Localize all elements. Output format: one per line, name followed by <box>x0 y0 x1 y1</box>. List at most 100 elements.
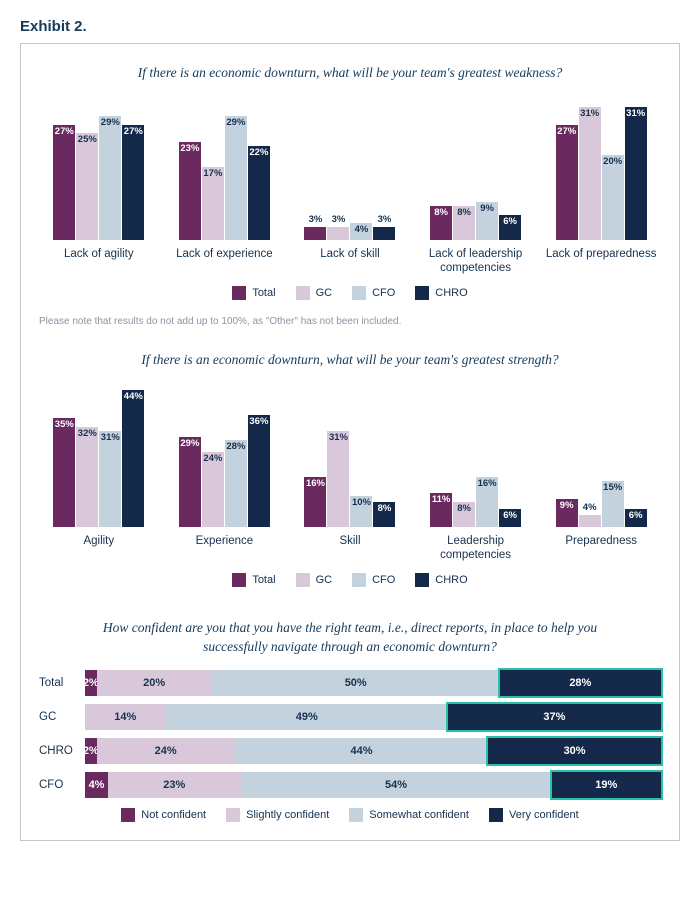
bar: 27% <box>122 125 144 241</box>
category-label: Lack of agility <box>64 248 134 276</box>
legend-label: CHRO <box>435 574 467 586</box>
bar: 6% <box>499 215 521 241</box>
legend-label: Slightly confident <box>246 809 329 821</box>
bar: 16% <box>476 477 498 527</box>
hbar-track: 2%24%44%30% <box>85 738 661 764</box>
bar-value: 10% <box>350 497 372 508</box>
bar-value: 4% <box>350 224 372 235</box>
bar-group: 11%8%16%6%Leadership competencies <box>416 377 536 563</box>
bar-value: 29% <box>99 117 121 128</box>
bar: 31% <box>625 107 647 240</box>
bar-group: 35%32%31%44%Agility <box>39 377 159 563</box>
bar-group: 9%4%15%6%Preparedness <box>541 377 661 563</box>
hbar-segment: 23% <box>108 772 240 798</box>
bar: 4% <box>350 223 372 240</box>
bar-value: 29% <box>225 117 247 128</box>
bar: 31% <box>579 107 601 240</box>
bar: 9% <box>476 202 498 241</box>
hbar-segment: 49% <box>166 704 448 730</box>
hbar-row: GC14%49%37% <box>39 704 661 730</box>
bar: 10% <box>350 496 372 527</box>
legend-swatch <box>121 808 135 822</box>
hbar-segment: 50% <box>212 670 500 696</box>
legend-swatch <box>226 808 240 822</box>
bar-group: 8%8%9%6%Lack of leadership competencies <box>416 90 536 276</box>
category-label: Lack of leadership competencies <box>416 248 536 276</box>
bar-value: 23% <box>179 143 201 154</box>
legend-item: Very confident <box>489 808 579 822</box>
category-label: Experience <box>196 535 254 563</box>
bar-value: 27% <box>556 126 578 137</box>
hbar-row: Total2%20%50%28% <box>39 670 661 696</box>
legend-label: Total <box>252 287 275 299</box>
bar: 6% <box>499 509 521 528</box>
legend-item: Not confident <box>121 808 206 822</box>
bar-value: 16% <box>304 478 326 489</box>
hbar-row: CFO4%23%54%19% <box>39 772 661 798</box>
bar: 35% <box>53 418 75 527</box>
bar-value: 31% <box>327 432 349 443</box>
bar: 29% <box>225 116 247 240</box>
legend-item: Total <box>232 573 275 587</box>
chart2: 35%32%31%44%Agility29%24%28%36%Experienc… <box>39 383 661 563</box>
bar: 3% <box>304 227 326 240</box>
legend-item: GC <box>296 286 333 300</box>
bar: 15% <box>602 481 624 528</box>
bar: 8% <box>453 206 475 240</box>
bar: 27% <box>53 125 75 241</box>
category-label: Preparedness <box>565 535 637 563</box>
bar-value: 44% <box>122 391 144 402</box>
bar-group: 23%17%29%22%Lack of experience <box>165 90 285 276</box>
legend-label: GC <box>316 287 333 299</box>
bar: 17% <box>202 167 224 240</box>
bar-value: 29% <box>179 438 201 449</box>
legend-label: Not confident <box>141 809 206 821</box>
category-label: Lack of skill <box>320 248 379 276</box>
legend-swatch <box>232 573 246 587</box>
exhibit-title: Exhibit 2. <box>20 18 680 35</box>
legend-swatch <box>352 286 366 300</box>
legend-swatch <box>415 573 429 587</box>
legend-label: CFO <box>372 574 395 586</box>
bar-value: 15% <box>602 482 624 493</box>
legend-item: CFO <box>352 286 395 300</box>
legend-item: GC <box>296 573 333 587</box>
chart1-title: If there is an economic downturn, what w… <box>70 64 630 82</box>
hbar-label: CHRO <box>39 745 85 757</box>
bar-value: 6% <box>625 510 647 521</box>
bar-value: 36% <box>248 416 270 427</box>
bar-value: 8% <box>453 207 475 218</box>
bar-value: 20% <box>602 156 624 167</box>
bar: 20% <box>602 155 624 241</box>
chart1: 27%25%29%27%Lack of agility23%17%29%22%L… <box>39 96 661 276</box>
legend-label: GC <box>316 574 333 586</box>
hbar-segment: 37% <box>448 704 661 730</box>
legend-label: Very confident <box>509 809 579 821</box>
legend-label: CFO <box>372 287 395 299</box>
bar: 29% <box>99 116 121 240</box>
legend-swatch <box>296 573 310 587</box>
category-label: Lack of preparedness <box>546 248 657 276</box>
chart1-legend: TotalGCCFOCHRO <box>39 286 661 300</box>
hbar-segment: 2% <box>85 670 97 696</box>
bar: 27% <box>556 125 578 241</box>
legend-swatch <box>232 286 246 300</box>
bar: 8% <box>453 502 475 527</box>
chart2-title: If there is an economic downturn, what w… <box>70 351 630 369</box>
legend-item: Total <box>232 286 275 300</box>
bar-value: 27% <box>122 126 144 137</box>
bar-value: 31% <box>579 108 601 119</box>
chart3: Total2%20%50%28% GC14%49%37% CHRO2%24%44%3… <box>39 670 661 798</box>
hbar-segment: 24% <box>97 738 235 764</box>
legend-swatch <box>489 808 503 822</box>
bar: 8% <box>373 502 395 527</box>
bar-value: 3% <box>373 214 395 225</box>
bar-value: 6% <box>499 216 521 227</box>
legend-item: Slightly confident <box>226 808 329 822</box>
hbar-segment: 19% <box>552 772 661 798</box>
bar-value: 24% <box>202 453 224 464</box>
bar: 29% <box>179 437 201 528</box>
category-label: Skill <box>339 535 360 563</box>
bar-value: 22% <box>248 147 270 158</box>
bar-value: 25% <box>76 134 98 145</box>
